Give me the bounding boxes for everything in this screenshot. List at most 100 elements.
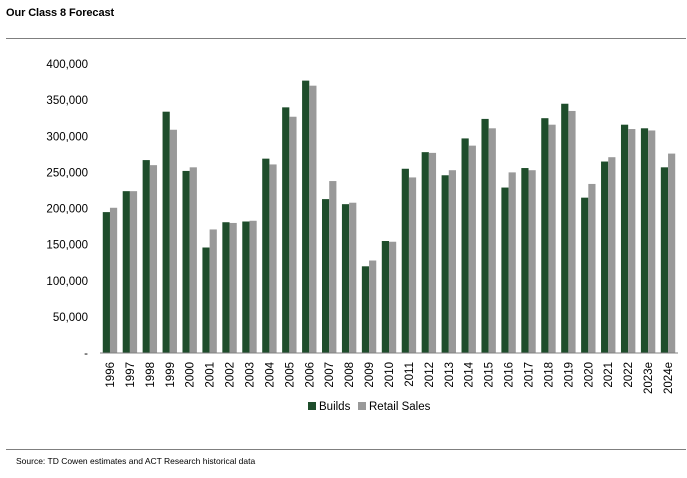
x-tick-label: 2014 xyxy=(464,361,476,387)
bar-builds-2011 xyxy=(401,168,409,353)
bar-builds-1998 xyxy=(142,160,150,353)
bar-retail-sales-2021 xyxy=(608,157,616,353)
x-tick-label: 2015 xyxy=(484,362,496,388)
bar-retail-sales-2001 xyxy=(209,229,217,353)
x-tick-label: 2000 xyxy=(185,362,197,388)
bar-builds-2006 xyxy=(302,80,310,354)
y-tick-label: 150,000 xyxy=(46,240,88,252)
bar-builds-2016 xyxy=(501,187,509,353)
bar-builds-2014 xyxy=(461,138,469,353)
x-tick-label: 2001 xyxy=(205,362,217,388)
legend-swatch-builds xyxy=(308,402,316,410)
bar-retail-sales-2006 xyxy=(309,85,317,354)
x-tick-label: 2003 xyxy=(244,362,256,388)
bar-retail-sales-2011 xyxy=(408,177,417,353)
y-tick-label: 400,000 xyxy=(46,59,88,71)
bar-retail-sales-2000 xyxy=(189,167,197,353)
x-tick-label: 2005 xyxy=(284,362,296,388)
bar-builds-2007 xyxy=(322,199,330,353)
x-tick-label: 2017 xyxy=(524,362,536,388)
bar-retail-sales-2018 xyxy=(548,124,556,353)
x-tick-label: 2004 xyxy=(264,361,276,387)
x-tick-label: 2024e xyxy=(663,362,675,394)
x-tick-label: 2010 xyxy=(384,362,396,388)
x-tick-label: 1997 xyxy=(125,362,137,388)
bar-builds-2004 xyxy=(262,158,270,353)
bar-builds-2000 xyxy=(182,170,190,353)
chart-title: Our Class 8 Forecast xyxy=(6,7,115,19)
x-tick-label: 1998 xyxy=(145,362,157,388)
top-divider xyxy=(6,38,686,39)
y-tick-label: 350,000 xyxy=(46,95,88,107)
x-tick-label: 1999 xyxy=(165,362,177,388)
bar-retail-sales-2020 xyxy=(588,183,596,353)
bar-retail-sales-2022 xyxy=(628,129,636,353)
legend-label-retail-sales: Retail Sales xyxy=(369,401,431,413)
x-tick-label: 2022 xyxy=(623,362,635,388)
x-tick-label: 2019 xyxy=(563,362,575,388)
x-tick-label: 2009 xyxy=(364,362,376,388)
y-tick-label: 300,000 xyxy=(46,131,88,143)
bottom-divider xyxy=(6,449,686,450)
x-tick-label: 2002 xyxy=(225,362,237,388)
bar-retail-sales-2019 xyxy=(568,110,576,354)
bar-builds-2013 xyxy=(441,175,449,353)
bar-retail-sales-2016 xyxy=(508,172,516,354)
bar-builds-2020 xyxy=(581,197,589,353)
legend-swatch-retail-sales xyxy=(358,402,366,410)
bar-retail-sales-1998 xyxy=(149,165,158,353)
y-tick-label: 50,000 xyxy=(53,312,88,324)
bar-retail-sales-2008 xyxy=(349,202,357,353)
bar-builds-2015 xyxy=(481,118,489,353)
bar-builds-2010 xyxy=(381,241,389,353)
y-tick-label: 250,000 xyxy=(46,167,88,179)
x-tick-label: 2016 xyxy=(504,362,516,388)
bar-builds-2021 xyxy=(601,161,609,353)
x-tick-label: 2012 xyxy=(424,362,436,388)
bar-builds-2019 xyxy=(561,103,569,354)
bar-retail-sales-2017 xyxy=(528,170,536,353)
x-tick-label: 2008 xyxy=(344,362,356,388)
bar-builds-2009 xyxy=(361,266,370,353)
bar-retail-sales-2007 xyxy=(329,181,337,353)
bar-retail-sales-2005 xyxy=(289,116,297,354)
x-tick-label: 2020 xyxy=(583,362,595,388)
x-tick-label: 2023e xyxy=(643,362,655,394)
x-tick-label: 2011 xyxy=(404,362,416,387)
bar-builds-1997 xyxy=(122,191,130,353)
bar-builds-2003 xyxy=(242,221,250,353)
bar-builds-2001 xyxy=(202,247,210,353)
bar-builds-2002 xyxy=(222,222,230,353)
bar-retail-sales-1996 xyxy=(109,207,118,353)
bar-retail-sales-2023e xyxy=(648,130,656,353)
x-tick-label: 2006 xyxy=(304,362,316,388)
bar-retail-sales-2012 xyxy=(428,152,437,353)
bar-builds-2022 xyxy=(620,124,629,353)
bar-retail-sales-2002 xyxy=(229,222,237,353)
class8-forecast-chart: - 50,000 100,000 150,000 200,000 250,000 300,0… xyxy=(46,59,678,413)
bar-retail-sales-2024e xyxy=(668,153,676,353)
y-tick-label: 100,000 xyxy=(46,276,88,288)
bar-builds-1999 xyxy=(162,111,170,353)
bar-builds-2024e xyxy=(660,167,669,353)
x-tick-label: 2007 xyxy=(324,362,336,388)
y-tick-label: - xyxy=(84,348,88,360)
x-tick-label: 2018 xyxy=(543,362,555,388)
bar-builds-2012 xyxy=(421,152,429,353)
bar-retail-sales-2015 xyxy=(488,128,496,353)
bar-builds-2018 xyxy=(541,118,549,353)
bar-builds-2005 xyxy=(282,107,290,353)
bar-retail-sales-2009 xyxy=(369,260,377,353)
bar-builds-2017 xyxy=(521,168,529,353)
bar-retail-sales-2010 xyxy=(389,241,397,353)
y-tick-label: 200,000 xyxy=(46,204,88,216)
bar-retail-sales-2014 xyxy=(468,145,476,353)
bar-retail-sales-2004 xyxy=(269,164,277,353)
bar-retail-sales-1999 xyxy=(169,129,177,353)
source-note: Source: TD Cowen estimates and ACT Resea… xyxy=(16,456,256,466)
x-tick-label: 2021 xyxy=(603,362,615,388)
bar-retail-sales-2013 xyxy=(448,170,456,353)
bar-retail-sales-2003 xyxy=(249,220,257,353)
bar-retail-sales-1997 xyxy=(129,191,138,353)
x-tick-label: 2013 xyxy=(444,362,456,388)
